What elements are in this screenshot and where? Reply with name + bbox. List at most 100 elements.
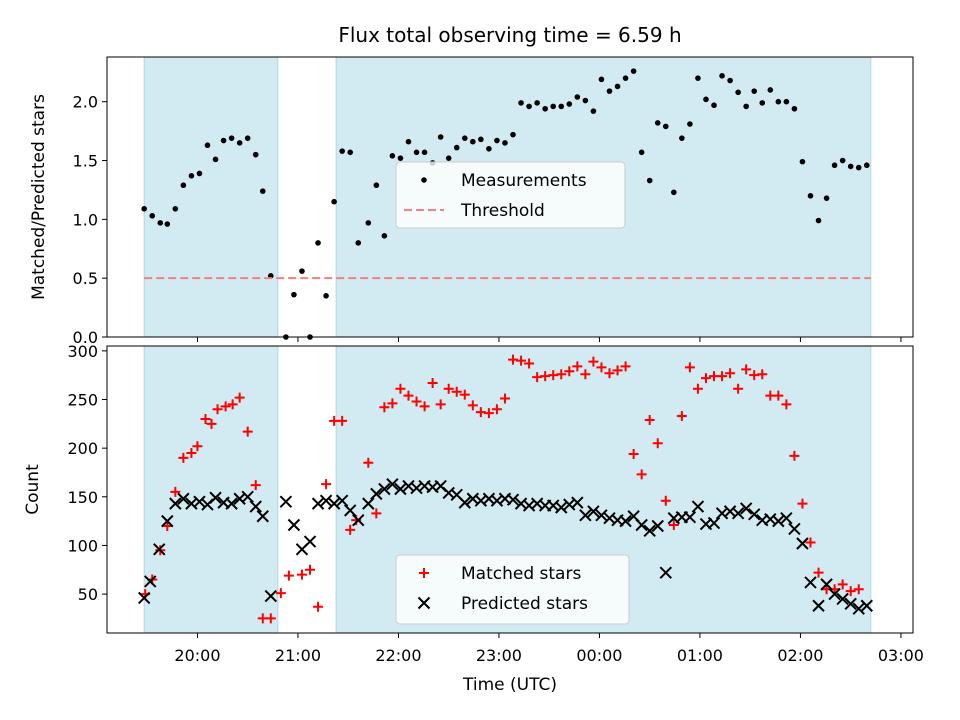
- data-point: [812, 599, 825, 612]
- data-point: [363, 457, 374, 468]
- data-point: [186, 448, 197, 459]
- data-point: [556, 369, 567, 380]
- data-point: [646, 177, 653, 184]
- data-point: [614, 83, 621, 90]
- data-point: [741, 364, 752, 375]
- data-point: [797, 498, 808, 509]
- data-point: [212, 156, 219, 163]
- x-axis-label: Time (UTC): [462, 675, 557, 695]
- data-point: [604, 368, 615, 379]
- data-point: [751, 88, 758, 94]
- plot-frame: [106, 56, 914, 338]
- data-point: [200, 413, 211, 424]
- ratio-panel: 0.0 0.5 1.0 1.5 2.0 Matched/Predicted stars Me…: [29, 56, 914, 347]
- data-point: [299, 268, 305, 274]
- data-point: [748, 508, 761, 521]
- data-point: [767, 87, 774, 93]
- data-point: [676, 411, 687, 422]
- data-point: [459, 389, 470, 400]
- data-point: [445, 155, 452, 161]
- data-point: [620, 361, 631, 372]
- data-point: [470, 138, 476, 145]
- y-tick-label: 100: [67, 536, 98, 555]
- data-point: [679, 135, 685, 141]
- data-point: [494, 137, 500, 144]
- data-point: [791, 105, 798, 112]
- data-point: [170, 486, 181, 497]
- data-point: [279, 495, 293, 508]
- data-point: [256, 510, 269, 523]
- legend: Matched stars Predicted stars: [395, 554, 630, 625]
- data-point: [162, 520, 173, 531]
- data-point: [381, 233, 388, 239]
- data-point: [683, 511, 697, 524]
- data-point: [759, 100, 766, 106]
- data-point: [839, 157, 846, 164]
- data-point: [225, 497, 238, 510]
- data-point: [804, 576, 817, 589]
- data-point: [852, 602, 865, 615]
- data-point: [799, 158, 806, 165]
- data-point: [305, 564, 316, 575]
- data-point: [395, 383, 406, 394]
- data-point: [249, 500, 262, 513]
- data-point: [587, 505, 600, 518]
- legend-label: Matched stars: [461, 564, 581, 584]
- data-point: [242, 426, 253, 437]
- chart-title: Flux total observing time = 6.59 h: [338, 23, 681, 47]
- data-point: [691, 500, 705, 513]
- data-point: [141, 205, 147, 212]
- data-point: [555, 501, 568, 514]
- data-point: [638, 149, 645, 156]
- data-point: [196, 170, 203, 177]
- legend-box: [395, 161, 626, 229]
- data-point: [582, 97, 589, 104]
- data-point: [137, 591, 151, 605]
- x-tick-label: 02:00: [777, 646, 823, 665]
- data-point: [524, 358, 535, 369]
- data-point: [644, 414, 655, 425]
- data-point: [335, 494, 349, 507]
- data-point: [654, 120, 661, 126]
- y-tick-label: 2.0: [73, 93, 98, 112]
- data-point: [598, 76, 605, 83]
- data-point: [739, 502, 753, 515]
- data-point: [283, 570, 294, 581]
- y-axis-label: Count: [23, 464, 43, 515]
- data-point: [275, 588, 286, 599]
- observing-window: [143, 345, 279, 634]
- data-point: [550, 103, 557, 110]
- observing-window: [143, 56, 279, 338]
- data-point: [303, 535, 317, 548]
- data-point: [397, 155, 404, 161]
- data-point: [506, 493, 520, 506]
- data-point: [180, 182, 187, 189]
- data-point: [491, 404, 502, 415]
- legend-label: Predicted stars: [461, 594, 588, 614]
- data-point: [725, 368, 736, 379]
- data-point: [144, 575, 157, 588]
- data-point: [220, 137, 227, 144]
- y-tick-label: 1.0: [73, 210, 98, 229]
- data-point: [652, 438, 663, 449]
- data-point: [781, 399, 792, 410]
- data-point: [813, 567, 824, 578]
- data-point: [518, 100, 524, 106]
- data-point: [502, 140, 508, 146]
- data-point: [421, 149, 428, 156]
- data-point: [453, 144, 460, 151]
- data-point: [264, 589, 278, 603]
- data-point: [386, 477, 399, 491]
- data-point: [394, 482, 407, 496]
- data-point: [435, 399, 446, 410]
- data-point: [437, 134, 444, 140]
- data-point: [172, 205, 179, 212]
- data-point: [651, 519, 664, 533]
- data-point: [837, 579, 848, 590]
- data-point: [311, 497, 325, 510]
- legend-marker: [419, 568, 429, 578]
- y-tick-label: 250: [67, 391, 98, 410]
- data-point: [204, 142, 211, 149]
- legend-marker: [417, 596, 431, 610]
